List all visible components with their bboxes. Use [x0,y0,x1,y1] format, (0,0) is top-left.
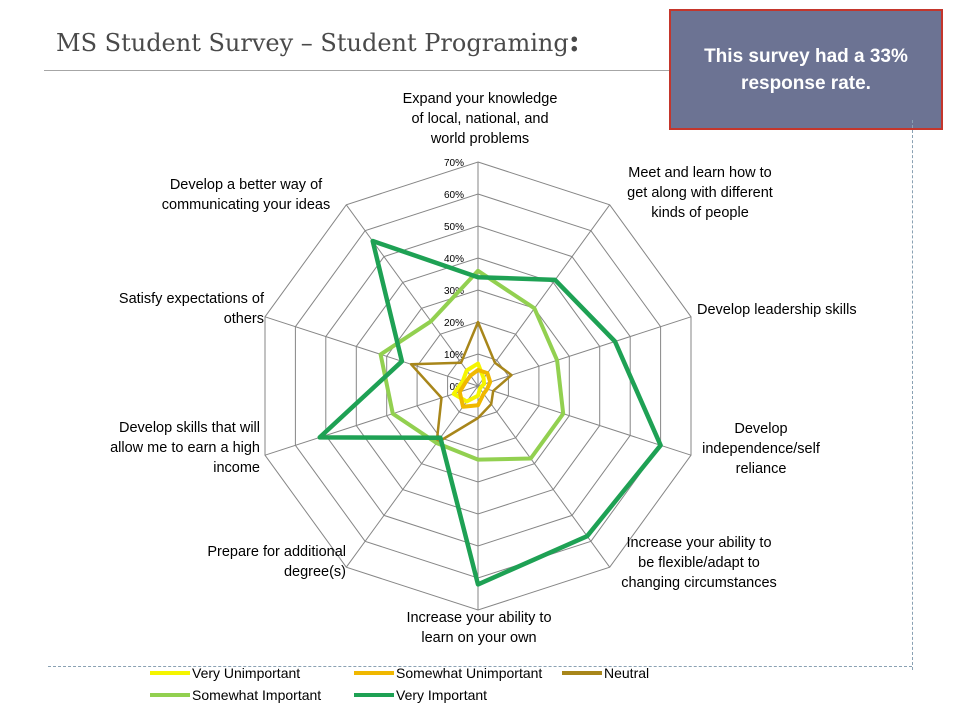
legend-item: Somewhat Important [150,687,321,703]
response-rate-callout: This survey had a 33% response rate. [669,9,943,130]
legend-label: Somewhat Unimportant [396,665,543,681]
category-label: Prepare for additional degree(s) [207,544,346,580]
legend-label: Very Important [396,687,488,703]
category-label: Develop skills that will allow me to earn… [110,420,260,476]
bottom-divider [48,666,912,667]
legend-item: Very Important [354,687,487,703]
series-line-very-important [317,238,663,587]
legend-item: Neutral [562,665,649,681]
title-divider [44,70,674,71]
radar-spoke [477,316,692,387]
legend-label: Very Unimportant [192,665,301,681]
category-label: Expand your knowledge of local, national,… [403,91,558,147]
right-divider [912,120,913,670]
legend-label: Neutral [604,665,650,681]
slide-title-colon: : [568,24,580,59]
series-line-neutral [409,320,513,445]
legend-swatch [354,671,394,675]
legend-swatch [150,671,190,675]
radar-spoke [264,316,479,387]
radar-spoke [345,204,479,387]
legend-item: Very Unimportant [150,665,300,681]
category-label: Increase your ability to be flexible/adap… [621,535,777,591]
category-label: Develop independence/self reliance [702,421,821,477]
radial-tick-label: 10% [444,350,464,361]
category-label: Satisfy expectations of others [119,291,265,327]
series-line-very-unimportant [451,361,487,404]
category-label: Increase your ability to learn on your ow… [406,610,551,646]
category-label: Develop leadership skills [697,302,857,318]
radial-tick-label: 70% [444,158,464,169]
radar-spoke [477,204,611,387]
category-label: Develop a better way of communicating you… [162,177,330,213]
legend-swatch [562,671,602,675]
slide-title: MS Student Survey – Student Programing: [56,24,580,59]
radial-tick-label: 60% [444,190,464,201]
series-line-somewhat-unimportant [457,368,493,409]
legend-swatch [150,693,190,697]
slide-title-text: MS Student Survey – Student Programing [56,29,569,57]
radar-spoke [345,385,479,568]
category-label: Meet and learn how to get along with diff… [627,165,773,221]
legend-swatch [354,693,394,697]
radar-spoke [477,385,692,456]
radial-tick-label: 40% [444,254,464,265]
legend-label: Somewhat Important [192,687,322,703]
radial-tick-label: 50% [444,222,464,233]
radial-tick-label: 20% [444,318,464,329]
legend-item: Somewhat Unimportant [354,665,542,681]
chart-legend: Very Unimportant Somewhat Unimportant Neut… [150,665,790,717]
radial-tick-label: 30% [444,286,464,297]
